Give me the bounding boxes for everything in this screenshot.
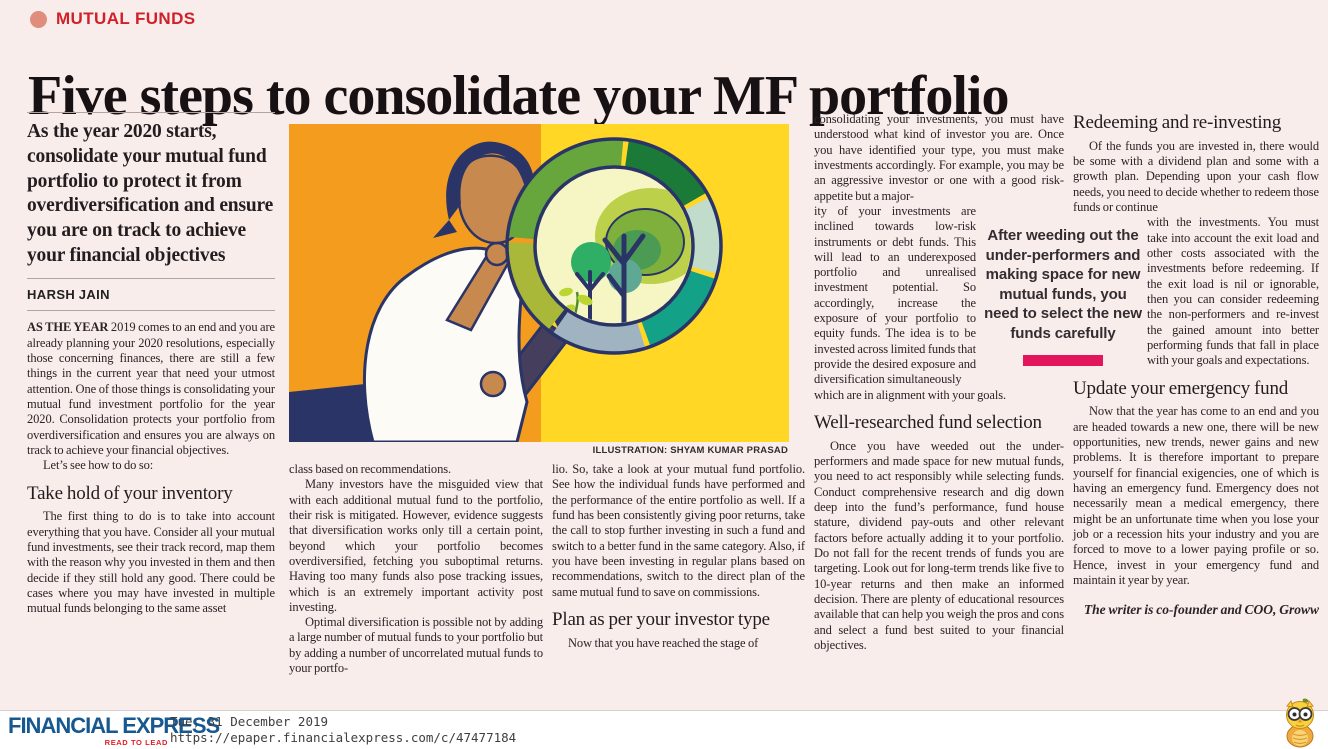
illustration-credit: ILLUSTRATION: SHYAM KUMAR PRASAD bbox=[592, 445, 788, 456]
body-paragraph: Optimal diversification is possible not … bbox=[289, 615, 543, 676]
column-1: As the year 2020 starts, consolidate you… bbox=[27, 112, 275, 617]
section-kicker: MUTUAL FUNDS bbox=[30, 9, 196, 29]
article-headline: Five steps to consolidate your MF portfo… bbox=[28, 64, 1009, 127]
column-4: consolidating your investments, you must… bbox=[814, 112, 1064, 653]
body-paragraph: lio. So, take a look at your mutual fund… bbox=[552, 462, 805, 599]
body-paragraph: ity of your investments are inclined tow… bbox=[814, 203, 976, 387]
section-heading-emergency-fund: Update your emergency fund bbox=[1073, 377, 1289, 399]
owl-mascot-icon[interactable] bbox=[1276, 698, 1324, 748]
body-paragraph: Now that the year has come to an end and… bbox=[1073, 404, 1319, 587]
body-paragraph: which are in alignment with your goals. bbox=[814, 387, 1007, 402]
body-paragraph: class based on recommendations. bbox=[289, 462, 452, 476]
section-heading-fund-selection: Well-researched fund selection bbox=[814, 411, 1042, 433]
section-heading-inventory: Take hold of your inventory bbox=[27, 482, 233, 504]
body-paragraph: The first thing to do is to take into ac… bbox=[27, 509, 275, 616]
body-paragraph: Once you have weeded out the under-perfo… bbox=[814, 438, 1064, 652]
column-3: lio. So, take a look at your mutual fund… bbox=[552, 462, 805, 651]
capture-date: Tue, 31 December 2019 bbox=[170, 714, 329, 729]
man-hair bbox=[446, 141, 535, 220]
section-heading-investor-type: Plan as per your investor type bbox=[552, 608, 770, 630]
man-hand bbox=[479, 370, 507, 398]
financial-express-logo: FINANCIAL EXPRESS READ TO LEAD bbox=[8, 713, 220, 748]
section-label: MUTUAL FUNDS bbox=[56, 9, 196, 28]
article-illustration bbox=[289, 124, 789, 442]
pull-quote-bar bbox=[1023, 355, 1103, 366]
man-pants bbox=[289, 384, 373, 442]
capture-url[interactable]: https://epaper.financialexpress.com/c/47… bbox=[170, 730, 517, 745]
epaper-footer: FINANCIAL EXPRESS READ TO LEAD Tue, 31 D… bbox=[0, 710, 1328, 749]
pull-quote-text: After weeding out the under-performers a… bbox=[984, 227, 1142, 342]
divider bbox=[27, 277, 275, 279]
brand-tagline: READ TO LEAD bbox=[104, 738, 168, 747]
section-dot-icon bbox=[30, 10, 47, 28]
author-byline: HARSH JAIN bbox=[27, 286, 110, 302]
divider bbox=[27, 310, 275, 312]
divider bbox=[27, 112, 275, 113]
lens-trees bbox=[559, 188, 691, 323]
body-paragraph: consolidating your investments, you must… bbox=[814, 112, 1064, 203]
brand-name: FINANCIAL EXPRESS bbox=[8, 713, 220, 738]
standfirst: As the year 2020 starts, consolidate you… bbox=[27, 121, 274, 266]
body-paragraph: with the investments. You must take into… bbox=[1147, 215, 1319, 368]
body-paragraph: Many investors have the misguided view t… bbox=[289, 477, 543, 614]
body-paragraph: Let’s see how to do so: bbox=[43, 458, 154, 473]
body-paragraph: Now that you have reached the stage of bbox=[568, 635, 759, 650]
writer-note: The writer is co-founder and COO, Groww bbox=[1083, 602, 1319, 618]
paragraph-text: 2019 comes to an end and you are already… bbox=[27, 320, 275, 457]
body-paragraph: Of the funds you are invested in, there … bbox=[1073, 138, 1319, 215]
capture-meta: Tue, 31 December 2019 https://epaper.fin… bbox=[170, 714, 516, 746]
section-heading-redeeming: Redeeming and re-investing bbox=[1073, 112, 1282, 133]
magnifier-ring bbox=[507, 139, 721, 353]
pull-quote: After weeding out the under-performers a… bbox=[984, 226, 1142, 366]
column-5: Redeeming and re-investing Of the funds … bbox=[1073, 112, 1319, 619]
column-2: class based on recommendations. Many inv… bbox=[289, 462, 543, 676]
body-paragraph: AS THE YEAR 2019 comes to an end and you… bbox=[27, 320, 275, 458]
lead-in: AS THE YEAR bbox=[27, 320, 109, 335]
